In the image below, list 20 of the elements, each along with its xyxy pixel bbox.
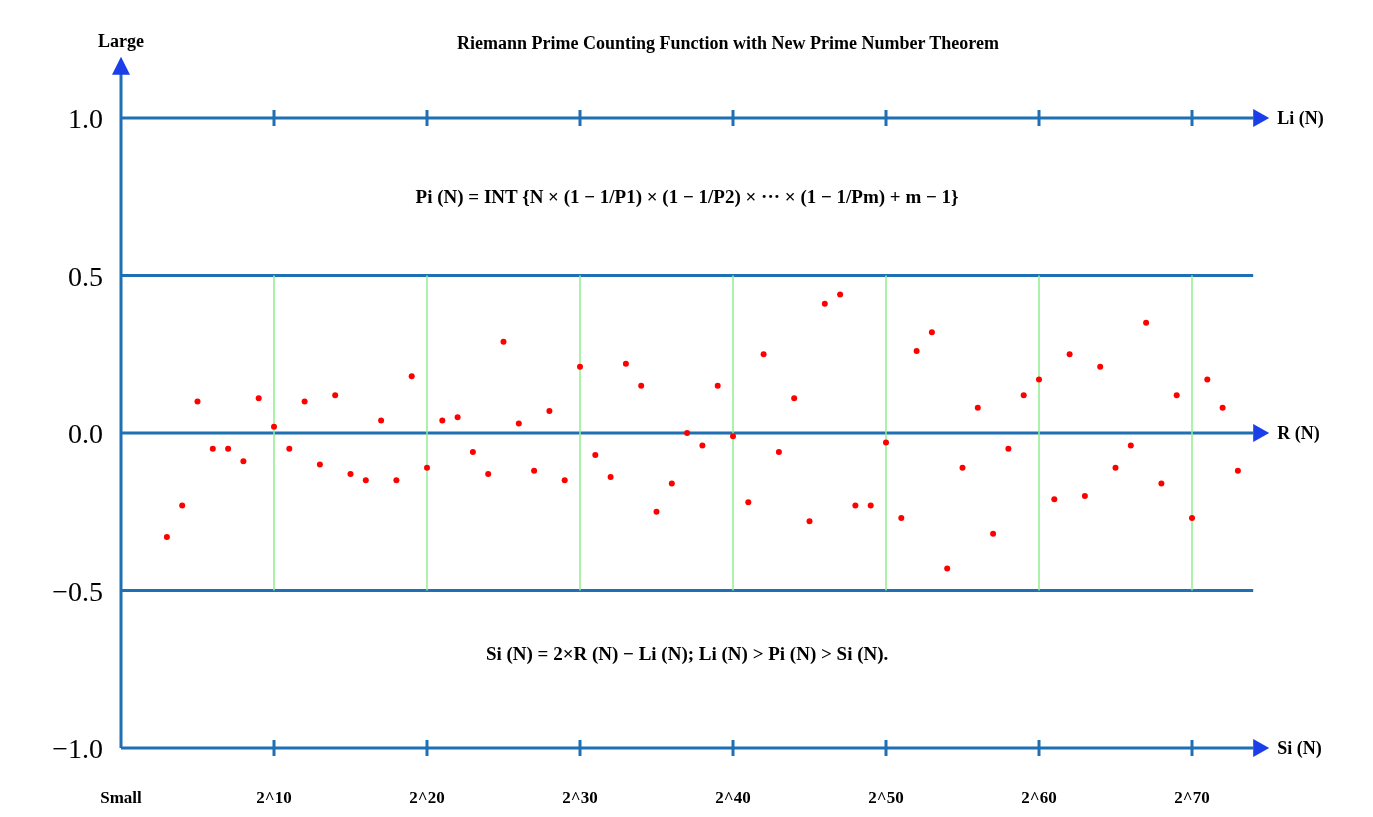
y-tick-label: −1.0: [52, 733, 103, 764]
text: R (N): [1277, 423, 1320, 444]
x-tick-label: 2^50: [868, 788, 904, 807]
text: Li (N): [1277, 108, 1324, 129]
x-tick-label: 2^30: [562, 788, 598, 807]
x-tick-label: 2^40: [715, 788, 751, 807]
x-tick-label: 2^60: [1021, 788, 1057, 807]
y-tick-label: 0.0: [68, 418, 103, 449]
x-tick-label: 2^70: [1174, 788, 1210, 807]
y-tick-label: 0.5: [68, 260, 103, 292]
x-tick-label: 2^20: [409, 788, 445, 807]
x-tick-label: Small: [100, 788, 143, 807]
chart-title: Riemann Prime Counting Function with New Prime Number Theorem: [457, 32, 999, 53]
annotation: Pi (N) = INT {N × (1 − 1/P1) × (1 − 1/P2) × ··· × (1 − 1/Pm) + m − 1}: [415, 185, 959, 208]
y-axis-title: Large: [98, 30, 144, 51]
text: Si (N): [1277, 738, 1322, 759]
annotation: Si (N) = 2×R (N) − Li (N); Li (N) > Pi (N) > Si (N).: [485, 642, 889, 665]
x-tick-label: 2^10: [256, 788, 292, 807]
y-tick-label: −0.5: [52, 575, 103, 607]
y-tick-label: 1.0: [68, 103, 103, 134]
